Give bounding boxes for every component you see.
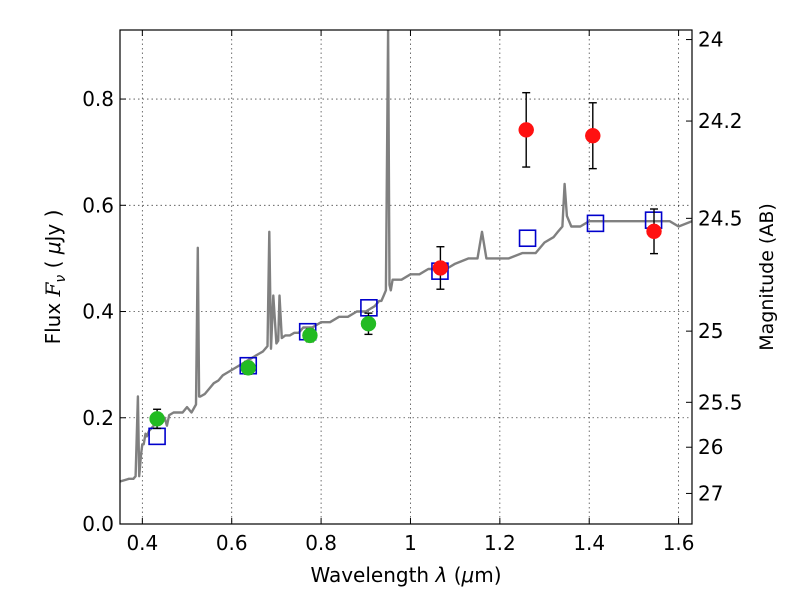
y2-tick-label: 24	[698, 28, 723, 52]
model-photometry-series	[148, 211, 663, 446]
y-tick-label: 0.8	[82, 87, 114, 111]
x-tick-label: 1.2	[484, 531, 516, 555]
x-axis-title: Wavelength λ (μm)	[310, 563, 501, 587]
y-tick-label: 0.0	[82, 512, 114, 536]
x-tick-label: 1	[404, 531, 417, 555]
y2-axis-title: Magnitude (AB)	[756, 203, 778, 351]
x-tick-label: 0.6	[216, 531, 248, 555]
grid-lines	[120, 30, 692, 524]
y-tick-label: 0.6	[82, 193, 114, 217]
model-point	[148, 427, 166, 446]
y2-tick-label: 26	[698, 435, 723, 459]
observed-point	[302, 327, 318, 344]
plot-frame	[119, 29, 693, 525]
observed-point	[149, 411, 165, 427]
spectrum-line	[120, 30, 692, 483]
x-tick-label: 1.4	[573, 531, 605, 555]
observed-point	[240, 360, 257, 376]
y-tick-label: 0.2	[82, 406, 114, 430]
y2-tick-label: 24.2	[698, 109, 743, 133]
model-point	[586, 214, 605, 233]
observed-point	[360, 315, 377, 332]
x-tick-label: 1.6	[663, 531, 695, 555]
observed-point	[518, 122, 534, 138]
observed-photometry-series	[149, 91, 662, 430]
observed-point	[432, 260, 449, 276]
y2-tick-label: 25	[698, 319, 723, 343]
y2-tick-label: 27	[698, 481, 723, 505]
spectrum-series	[120, 30, 692, 483]
x-tick-label: 0.4	[126, 531, 158, 555]
y2-tick-label: 25.5	[698, 390, 743, 414]
model-point	[518, 229, 537, 248]
x-tick-label: 0.8	[305, 531, 337, 555]
observed-point	[646, 223, 662, 240]
y2-tick-label: 24.5	[698, 206, 743, 230]
y-axis-title: Flux Fν ( μJy )	[41, 210, 69, 345]
observed-point	[585, 127, 601, 144]
axis-ticks: 0.4 0.6 0.8 1 1.2 1.4 1.6 0.0 0.2 0.4 0.6 0.8 24 24.2…	[82, 28, 742, 555]
y-tick-label: 0.4	[82, 300, 114, 324]
